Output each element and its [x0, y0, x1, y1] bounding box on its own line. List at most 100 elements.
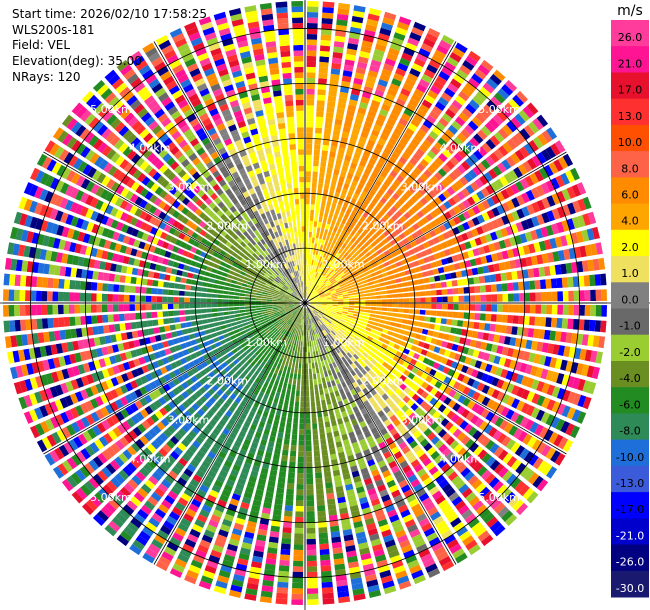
range-gate	[345, 220, 352, 227]
range-gate	[403, 292, 410, 298]
range-gate	[373, 322, 380, 327]
range-gate	[348, 300, 355, 303]
range-gate	[342, 266, 348, 272]
range-gate	[327, 498, 336, 505]
range-gate	[333, 226, 338, 233]
range-gate	[320, 295, 326, 298]
range-gate	[376, 84, 387, 93]
range-gate	[333, 46, 344, 54]
range-gate	[391, 151, 400, 160]
range-gate	[431, 297, 437, 303]
range-gate	[319, 543, 330, 550]
range-gate	[212, 289, 219, 294]
range-gate	[506, 138, 518, 150]
range-gate	[567, 202, 576, 215]
range-gate	[353, 232, 360, 239]
range-gate	[437, 168, 447, 178]
range-gate	[325, 364, 331, 371]
range-gate	[314, 295, 320, 299]
range-gate	[353, 294, 360, 298]
range-gate	[330, 289, 336, 293]
range-gate	[313, 155, 320, 161]
range-gate	[551, 291, 558, 302]
range-gate	[370, 99, 381, 108]
range-gate	[308, 242, 311, 249]
range-gate	[481, 199, 491, 210]
range-gate	[368, 158, 377, 166]
range-gate	[343, 301, 349, 303]
range-gate	[220, 324, 227, 330]
range-gate	[402, 180, 411, 188]
range-gate	[558, 156, 569, 170]
range-gate	[296, 484, 304, 490]
range-gate	[311, 362, 315, 369]
range-gate	[335, 289, 342, 293]
range-gate	[562, 204, 571, 217]
range-gate	[437, 234, 445, 242]
range-gate	[317, 280, 321, 286]
range-gate	[397, 293, 404, 298]
range-gate	[540, 182, 550, 195]
range-gate	[477, 146, 488, 157]
range-gate	[389, 183, 398, 192]
range-gate	[313, 450, 320, 457]
range-gate	[234, 292, 240, 296]
range-gate	[358, 290, 365, 294]
range-gate	[331, 263, 336, 269]
range-gate	[322, 217, 328, 224]
range-gate	[308, 281, 311, 288]
range-gate	[407, 37, 420, 47]
range-gate	[405, 42, 418, 52]
range-gate	[420, 43, 433, 53]
range-gate	[68, 292, 75, 302]
range-gate	[289, 356, 294, 362]
range-gate	[438, 70, 450, 81]
range-gate	[305, 253, 308, 260]
range-gate	[488, 243, 496, 252]
range-gate	[359, 215, 366, 223]
range-gate	[395, 248, 403, 255]
range-gate	[309, 298, 315, 301]
range-gate	[413, 133, 424, 143]
range-gate	[300, 390, 305, 397]
range-gate	[414, 303, 421, 309]
range-gate	[430, 245, 438, 253]
range-gate	[211, 308, 218, 313]
range-gate	[373, 266, 380, 272]
range-gate	[461, 160, 471, 171]
range-gate	[342, 126, 351, 133]
range-gate	[446, 280, 453, 288]
range-gate	[343, 278, 349, 283]
range-gate	[408, 286, 415, 292]
range-gate	[380, 315, 387, 320]
range-gate	[420, 264, 427, 271]
range-gate	[303, 341, 305, 347]
range-gate	[316, 273, 320, 279]
range-gate	[373, 48, 385, 57]
range-gate	[452, 47, 465, 58]
range-gate	[320, 205, 325, 212]
range-gate	[123, 304, 130, 312]
range-gate	[320, 39, 331, 47]
range-gate	[203, 324, 210, 330]
range-gate	[311, 237, 315, 244]
range-gate	[439, 274, 446, 281]
range-gate	[376, 259, 383, 266]
range-gate	[461, 144, 472, 155]
range-gate	[459, 337, 466, 345]
range-gate	[223, 311, 229, 316]
range-gate	[411, 26, 424, 37]
range-gate	[378, 323, 385, 328]
range-gate	[468, 286, 475, 294]
range-gate	[520, 219, 529, 231]
range-gate	[334, 285, 340, 290]
range-gate	[496, 110, 508, 122]
range-gate	[477, 331, 484, 340]
range-gate	[306, 23, 318, 29]
range-gate	[343, 200, 349, 208]
range-gate	[448, 171, 458, 181]
range-gate	[465, 157, 475, 168]
range-gate	[413, 315, 420, 321]
range-gate	[379, 133, 389, 141]
range-gate	[309, 287, 312, 293]
